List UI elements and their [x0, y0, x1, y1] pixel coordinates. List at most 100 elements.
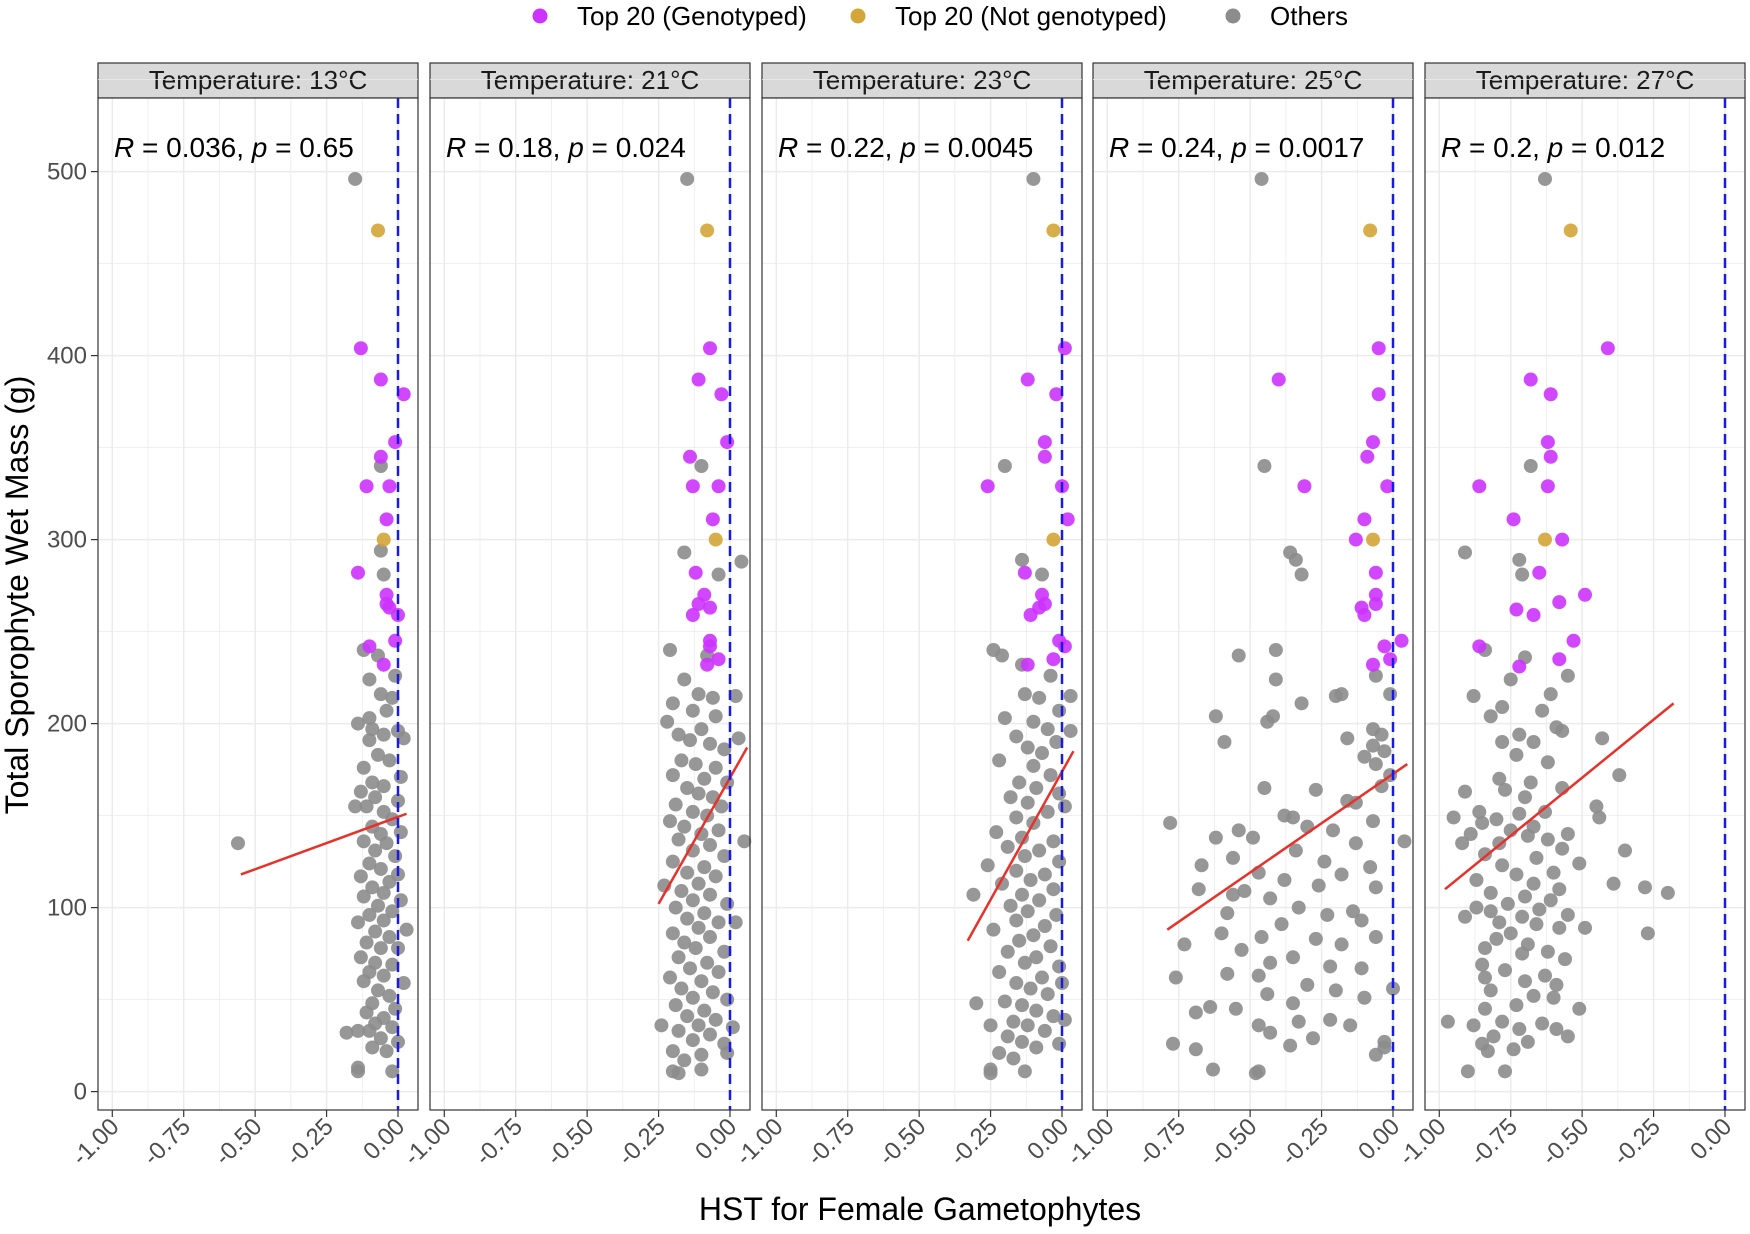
point-others [1328, 983, 1343, 998]
point-others [393, 769, 408, 784]
point-others [362, 672, 377, 687]
point-others [665, 768, 680, 783]
point-others [1326, 823, 1340, 838]
data-points [654, 171, 752, 1081]
point-top20-genotyped [1552, 595, 1567, 610]
point-top20-genotyped [1357, 512, 1372, 527]
y-axis-title: Total Sporophyte Wet Mass (g) [0, 376, 35, 815]
point-top20-genotyped [1057, 341, 1072, 356]
point-others [705, 985, 720, 1000]
point-others [680, 865, 695, 880]
point-others [1538, 804, 1552, 819]
point-top20-genotyped [691, 372, 706, 387]
x-tick-label: -0.50 [874, 1113, 932, 1171]
point-others [1518, 889, 1532, 904]
point-others [376, 968, 391, 983]
facet-strip [1092, 62, 1414, 99]
point-others [680, 171, 695, 186]
point-top20-genotyped [1532, 565, 1547, 580]
point-others [385, 1064, 400, 1079]
regression-line [966, 750, 1075, 942]
point-others [1509, 867, 1524, 882]
point-others [1478, 970, 1492, 985]
point-others [1520, 828, 1535, 843]
point-others [1029, 781, 1044, 795]
point-others [711, 915, 726, 930]
gridlines [430, 79, 750, 1110]
x-tick-label: 0.00 [358, 1113, 410, 1165]
point-others [663, 643, 677, 657]
point-top20-genotyped [396, 387, 411, 402]
point-others [1026, 714, 1041, 729]
point-others [231, 836, 245, 851]
point-others [348, 171, 363, 186]
point-others [1458, 545, 1472, 560]
point-others [1000, 1029, 1015, 1044]
point-others [376, 885, 391, 900]
point-others [1506, 1042, 1521, 1057]
point-others [714, 799, 729, 814]
point-others [1234, 942, 1249, 957]
point-others [1208, 709, 1223, 724]
point-others [1257, 459, 1272, 473]
point-others [1618, 843, 1632, 858]
point-others [1006, 1014, 1021, 1029]
point-top20-genotyped [711, 479, 726, 494]
point-top20-genotyped [1360, 449, 1375, 464]
point-others [703, 736, 717, 751]
point-others [1515, 909, 1530, 924]
point-others [665, 1044, 680, 1059]
point-others [385, 1020, 400, 1035]
point-others [720, 896, 735, 911]
point-others [1540, 944, 1555, 959]
point-others [368, 924, 383, 939]
point-others [697, 906, 712, 921]
point-others [683, 961, 697, 976]
facet-panels: Temperature: 13°CR = 0.036, p = 0.65-1.0… [47, 62, 1746, 1171]
point-others [1558, 952, 1572, 967]
point-top20-genotyped [703, 341, 717, 356]
point-others [1040, 722, 1055, 737]
point-others [1509, 747, 1524, 762]
point-others [382, 753, 397, 768]
panel-5: Temperature: 27°CR = 0.2, p = 0.012-1.00… [1394, 62, 1746, 1171]
point-top20-genotyped [720, 435, 735, 450]
point-others [1466, 689, 1481, 703]
point-others [1354, 913, 1369, 928]
point-others [728, 915, 743, 930]
point-others [1357, 749, 1372, 764]
point-others [1254, 171, 1269, 186]
point-others [708, 869, 723, 884]
point-others [1052, 703, 1067, 718]
point-others [1323, 959, 1338, 974]
point-others [351, 1023, 365, 1038]
point-others [1017, 687, 1032, 702]
point-others [379, 836, 394, 851]
panel-4: Temperature: 25°CR = 0.24, p = 0.0017-1.… [1062, 62, 1414, 1171]
point-top20-genotyped [1371, 387, 1386, 402]
point-others [1286, 950, 1300, 965]
point-others [1340, 731, 1355, 746]
point-others [1254, 930, 1269, 945]
point-others [1486, 1029, 1501, 1044]
point-others [685, 893, 700, 908]
point-others [1368, 930, 1383, 945]
point-top20-genotyped [1540, 435, 1555, 450]
point-others [1480, 1044, 1495, 1059]
legend-key-genotyped [532, 8, 548, 24]
point-others [388, 849, 403, 864]
point-others [373, 687, 388, 702]
point-others [1612, 768, 1627, 783]
point-others [1020, 795, 1035, 810]
x-tick-label: -0.50 [210, 1113, 268, 1171]
point-top20-genotyped [703, 600, 717, 615]
point-others [1046, 882, 1061, 897]
data-points [966, 171, 1078, 1081]
point-others [1063, 723, 1078, 738]
y-tick-label: 400 [47, 343, 87, 370]
point-others [1495, 858, 1510, 873]
point-others [1492, 771, 1507, 786]
correlation-label: R = 0.2, p = 0.012 [1441, 132, 1665, 163]
point-others [362, 856, 377, 871]
point-others [1015, 1034, 1029, 1049]
